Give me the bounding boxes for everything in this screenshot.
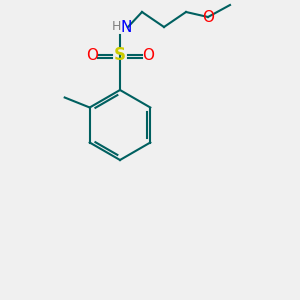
Text: O: O bbox=[202, 10, 214, 25]
Text: S: S bbox=[114, 46, 126, 64]
Text: O: O bbox=[142, 47, 154, 62]
Text: O: O bbox=[86, 47, 98, 62]
Text: H: H bbox=[111, 20, 121, 34]
Text: N: N bbox=[120, 20, 132, 34]
